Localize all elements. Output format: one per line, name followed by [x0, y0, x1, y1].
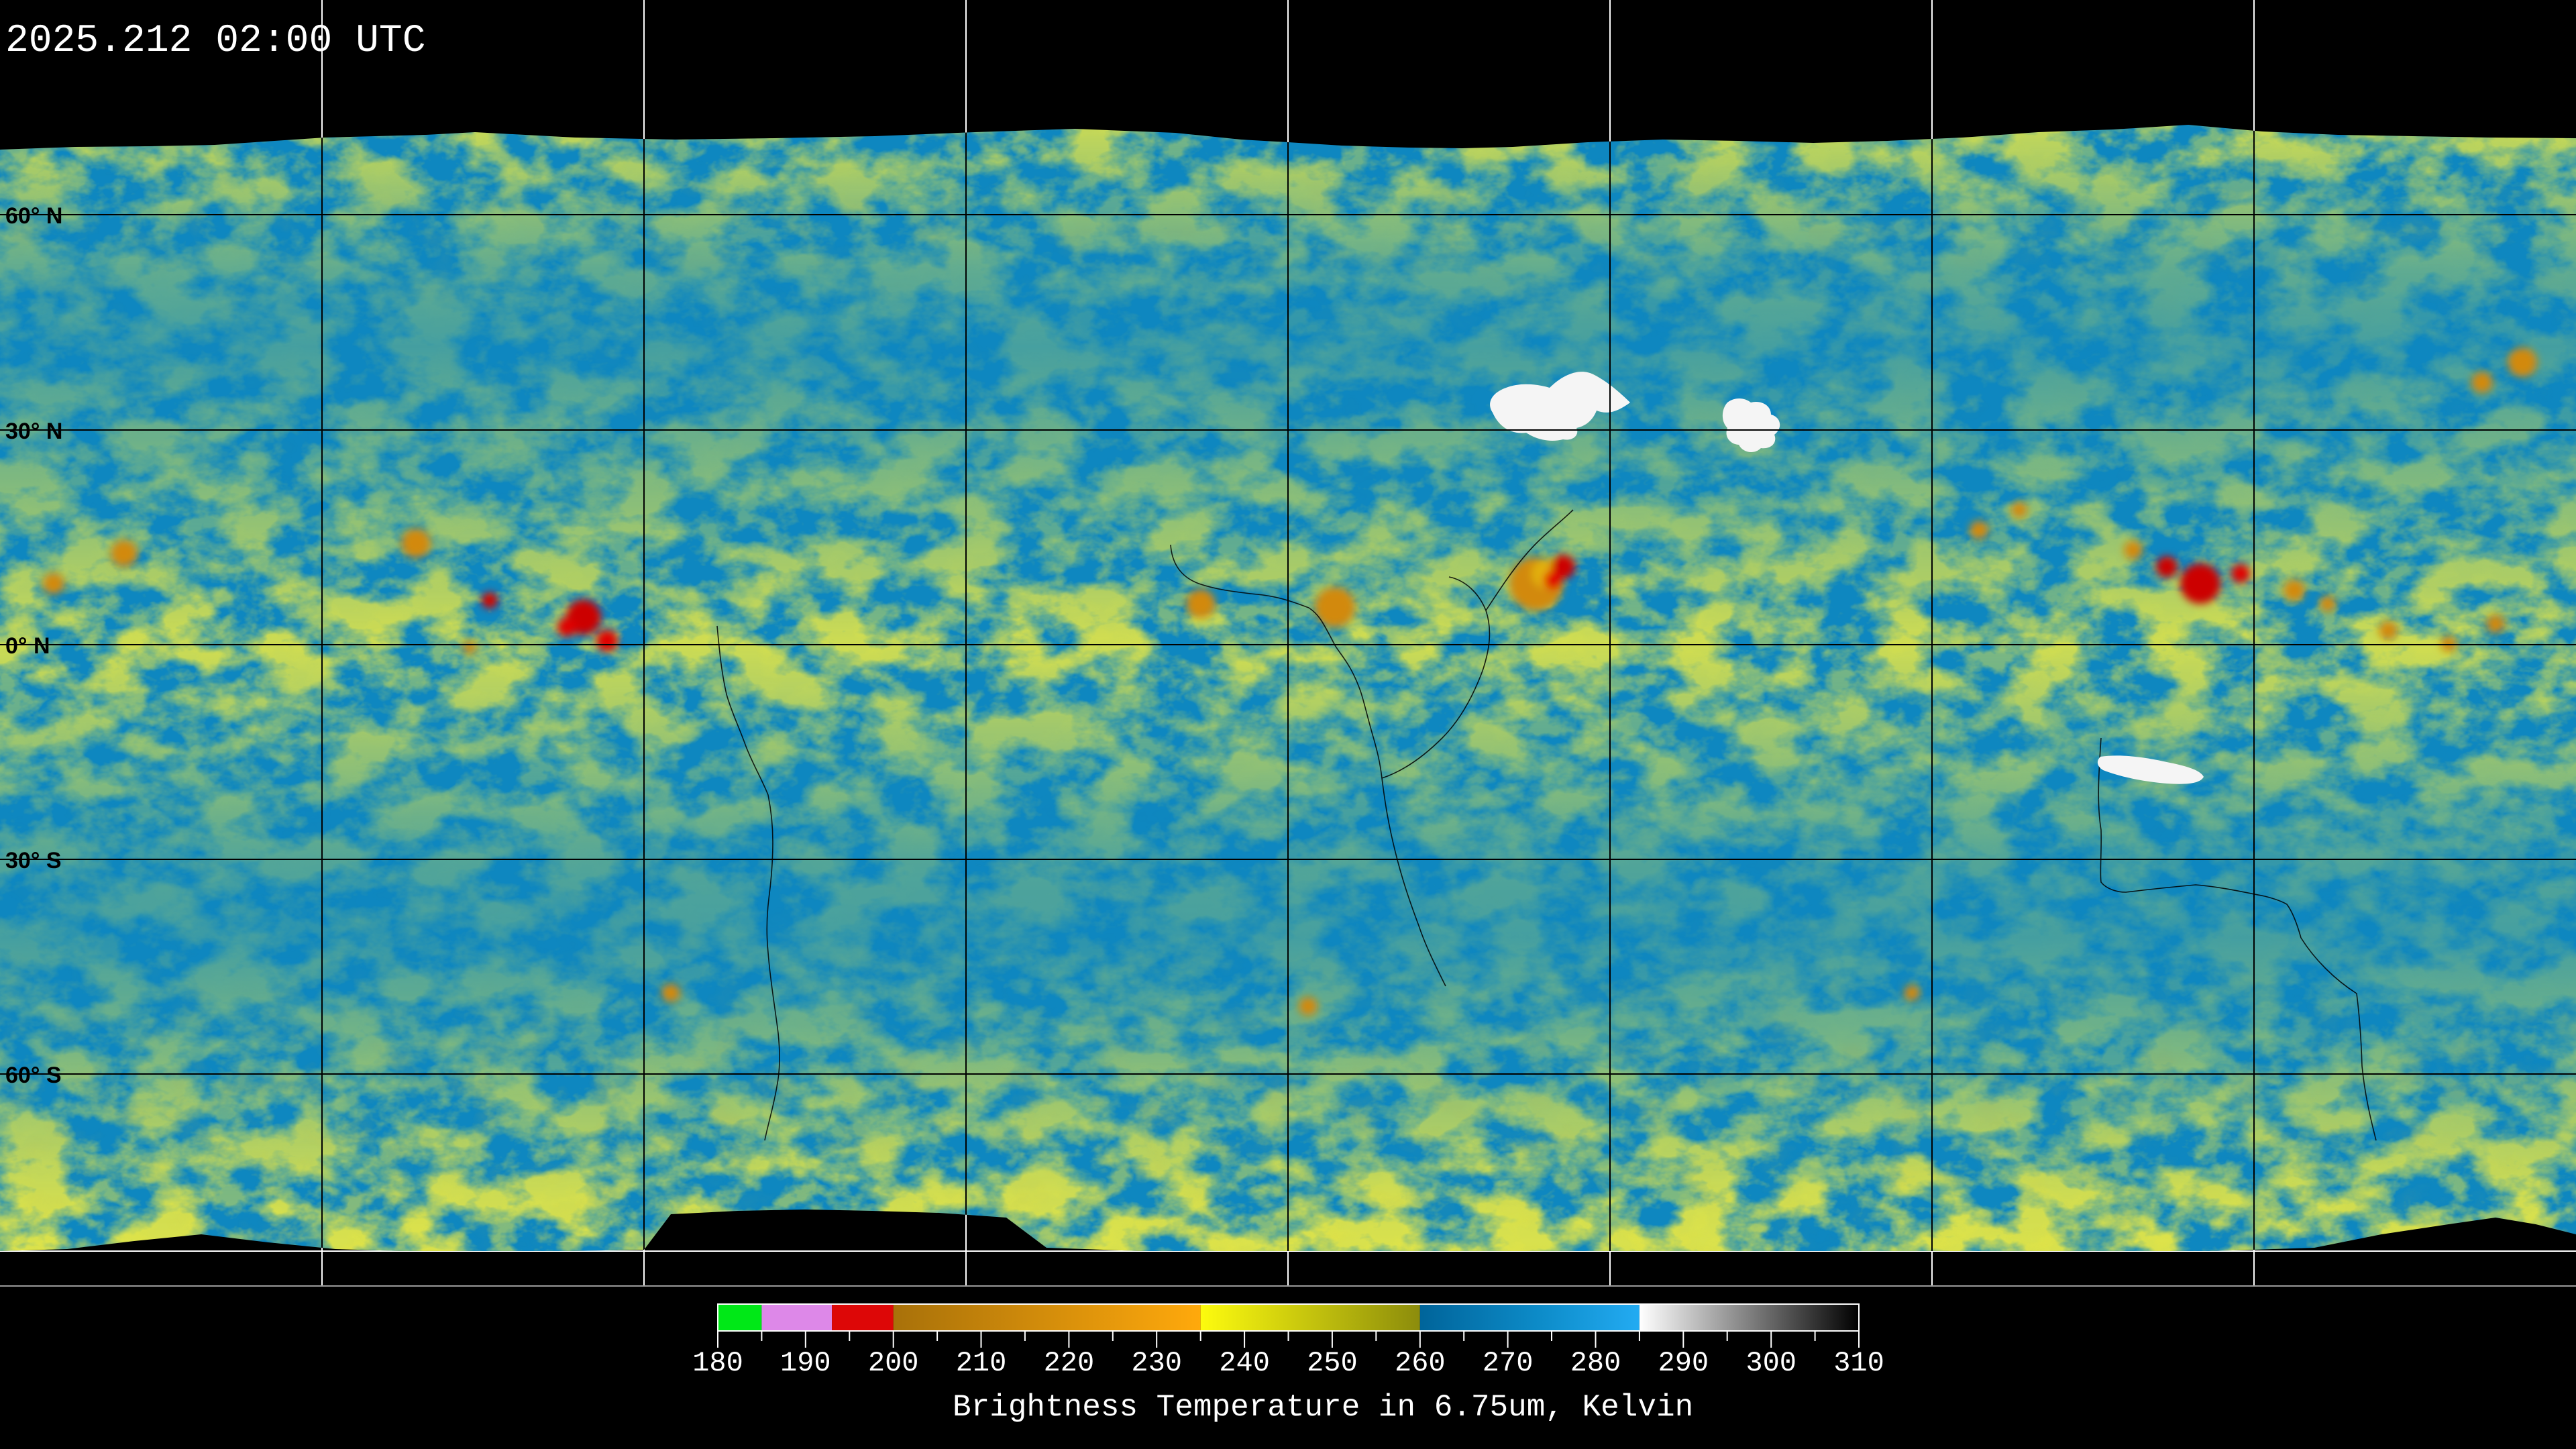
svg-text:270: 270: [1483, 1347, 1534, 1379]
svg-text:30° N: 30° N: [5, 419, 62, 444]
svg-text:30° S: 30° S: [5, 848, 62, 873]
svg-text:290: 290: [1658, 1347, 1709, 1379]
svg-text:200: 200: [868, 1347, 919, 1379]
svg-text:260: 260: [1395, 1347, 1446, 1379]
svg-text:180: 180: [692, 1347, 743, 1379]
svg-text:190: 190: [780, 1347, 831, 1379]
svg-text:280: 280: [1570, 1347, 1621, 1379]
svg-text:60° N: 60° N: [5, 203, 62, 229]
svg-text:0° N: 0° N: [5, 633, 50, 659]
svg-text:2025.212 02:00 UTC: 2025.212 02:00 UTC: [5, 19, 426, 63]
svg-text:Brightness Temperature in 6.75: Brightness Temperature in 6.75um, Kelvin: [953, 1390, 1693, 1425]
svg-text:300: 300: [1746, 1347, 1796, 1379]
svg-text:210: 210: [956, 1347, 1007, 1379]
svg-text:240: 240: [1219, 1347, 1270, 1379]
svg-text:310: 310: [1833, 1347, 1884, 1379]
svg-text:250: 250: [1307, 1347, 1358, 1379]
svg-text:230: 230: [1131, 1347, 1182, 1379]
svg-text:220: 220: [1044, 1347, 1095, 1379]
svg-text:60° S: 60° S: [5, 1063, 62, 1088]
